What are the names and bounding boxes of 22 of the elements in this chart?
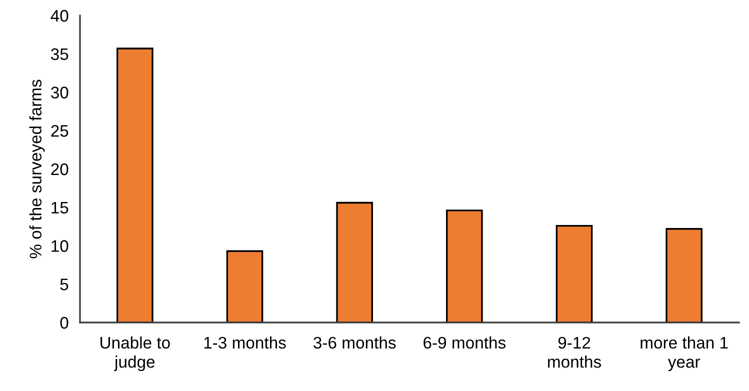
bar xyxy=(666,228,702,322)
y-tick-label: 15 xyxy=(52,202,68,214)
y-axis-title: % of the surveyed farms xyxy=(29,80,45,258)
x-tick-label: 3-6 months xyxy=(314,336,396,349)
y-tick-label: 35 xyxy=(50,48,68,60)
bar xyxy=(336,202,373,322)
bar xyxy=(116,48,154,322)
x-tick-label: 1-3 months xyxy=(204,336,286,349)
y-tick-label: 40 xyxy=(50,10,68,22)
bar xyxy=(226,250,264,322)
bar xyxy=(556,224,593,322)
x-tick-label: Unable to judge xyxy=(100,336,170,372)
y-tick-label: 25 xyxy=(51,125,68,137)
bar xyxy=(446,210,483,322)
y-tick-label: 20 xyxy=(51,163,68,176)
x-tick-label: 9-12 months xyxy=(548,336,601,368)
y-tick-label: 10 xyxy=(52,240,68,252)
y-tick-label: 30 xyxy=(50,86,68,98)
x-tick-label: more than 1 year xyxy=(640,336,728,372)
y-tick-label: 5 xyxy=(60,278,68,290)
y-tick-label: 0 xyxy=(60,316,68,329)
x-tick-label: 6-9 months xyxy=(424,336,506,349)
